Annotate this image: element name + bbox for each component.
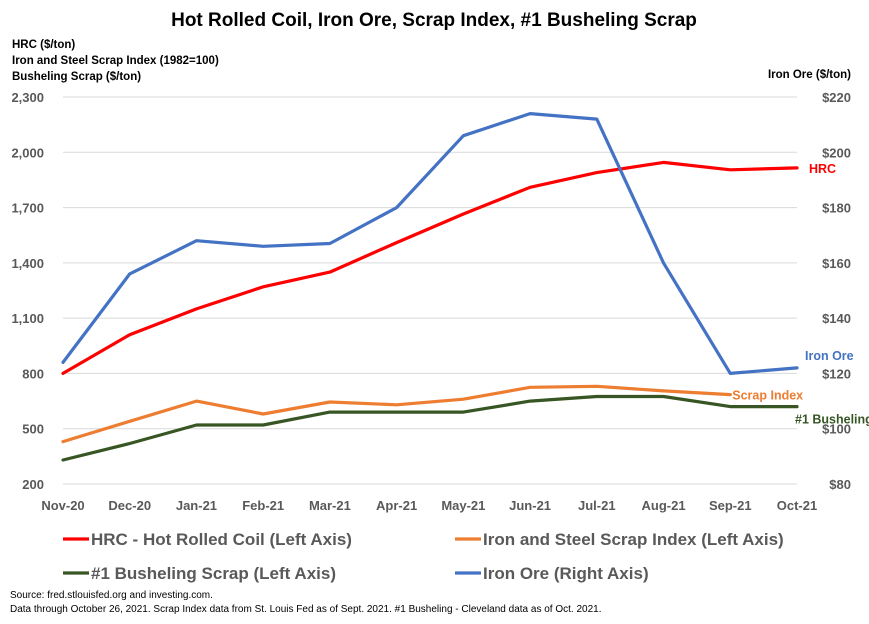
x-tick-label: Jan-21 bbox=[176, 498, 217, 513]
x-tick-label: Jun-21 bbox=[509, 498, 551, 513]
left-tick-label: 1,400 bbox=[11, 256, 44, 271]
left-axis-label-3: Busheling Scrap ($/ton) bbox=[12, 71, 141, 83]
left-tick-label: 1,700 bbox=[11, 201, 44, 216]
series-lines bbox=[61, 112, 799, 462]
x-tick-label: Jul-21 bbox=[578, 498, 616, 513]
left-axis-label-1: HRC ($/ton) bbox=[12, 39, 75, 51]
legend-item: Iron Ore (Right Axis) bbox=[455, 564, 649, 583]
legend-label: Iron and Steel Scrap Index (Left Axis) bbox=[483, 530, 784, 549]
right-tick-label: $220 bbox=[822, 90, 851, 105]
legend-label: #1 Busheling Scrap (Left Axis) bbox=[91, 564, 336, 583]
x-tick-label: Feb-21 bbox=[242, 498, 284, 513]
left-tick-label: 2,000 bbox=[11, 145, 44, 160]
legend-item: Iron and Steel Scrap Index (Left Axis) bbox=[455, 530, 784, 549]
legend-item: #1 Busheling Scrap (Left Axis) bbox=[63, 564, 336, 583]
legend-label: Iron Ore (Right Axis) bbox=[483, 564, 649, 583]
right-tick-label: $200 bbox=[822, 145, 851, 160]
legend-label: HRC - Hot Rolled Coil (Left Axis) bbox=[91, 530, 352, 549]
x-tick-label: Apr-21 bbox=[376, 498, 417, 513]
chart-title: Hot Rolled Coil, Iron Ore, Scrap Index, … bbox=[171, 10, 697, 31]
right-tick-label: $80 bbox=[829, 477, 851, 492]
series-line bbox=[61, 384, 732, 444]
right-tick-label: $120 bbox=[822, 366, 851, 381]
left-tick-label: 200 bbox=[22, 477, 44, 492]
right-tick-label: $100 bbox=[822, 422, 851, 437]
right-tick-label: $140 bbox=[822, 311, 851, 326]
series-line bbox=[61, 394, 799, 462]
series-end-labels: HRC Scrap Index #1 Busheling Iron Ore bbox=[732, 162, 869, 427]
left-axis-label-2: Iron and Steel Scrap Index (1982=100) bbox=[12, 55, 219, 67]
x-tick-label: Nov-20 bbox=[41, 498, 84, 513]
series-line bbox=[61, 112, 799, 375]
right-tick-label: $160 bbox=[822, 256, 851, 271]
right-tick-label: $180 bbox=[822, 201, 851, 216]
x-tick-label: Sep-21 bbox=[709, 498, 752, 513]
source-note-2: Data through October 26, 2021. Scrap Ind… bbox=[10, 604, 601, 615]
series-end-label: Scrap Index bbox=[732, 389, 803, 403]
x-tick-label: Oct-21 bbox=[777, 498, 817, 513]
left-tick-label: 2,300 bbox=[11, 90, 44, 105]
gridlines bbox=[63, 96, 797, 485]
right-axis-label: Iron Ore ($/ton) bbox=[768, 69, 851, 81]
series-end-label: #1 Busheling bbox=[795, 413, 869, 427]
series-end-label: Iron Ore bbox=[805, 349, 854, 363]
right-axis-ticks: $80 $100 $120 $140 $160 $180 $200 $220 bbox=[822, 90, 851, 492]
legend-item: HRC - Hot Rolled Coil (Left Axis) bbox=[63, 530, 352, 549]
x-tick-label: Aug-21 bbox=[642, 498, 686, 513]
x-tick-label: May-21 bbox=[441, 498, 485, 513]
source-note-1: Source: fred.stlouisfed.org and investin… bbox=[10, 590, 213, 601]
x-tick-label: Dec-20 bbox=[108, 498, 151, 513]
x-axis-ticks: Nov-20 Dec-20 Jan-21 Feb-21 Mar-21 Apr-21 May-… bbox=[41, 498, 817, 513]
left-tick-label: 1,100 bbox=[11, 311, 44, 326]
series-end-label: HRC bbox=[809, 162, 836, 176]
x-tick-label: Mar-21 bbox=[309, 498, 351, 513]
left-axis-ticks: 200 500 800 1,100 1,400 1,700 2,000 2,300 bbox=[11, 90, 44, 492]
series-line bbox=[61, 160, 799, 375]
legend: HRC - Hot Rolled Coil (Left Axis) Iron an… bbox=[63, 530, 784, 583]
left-tick-label: 500 bbox=[22, 422, 44, 437]
left-tick-label: 800 bbox=[22, 366, 44, 381]
